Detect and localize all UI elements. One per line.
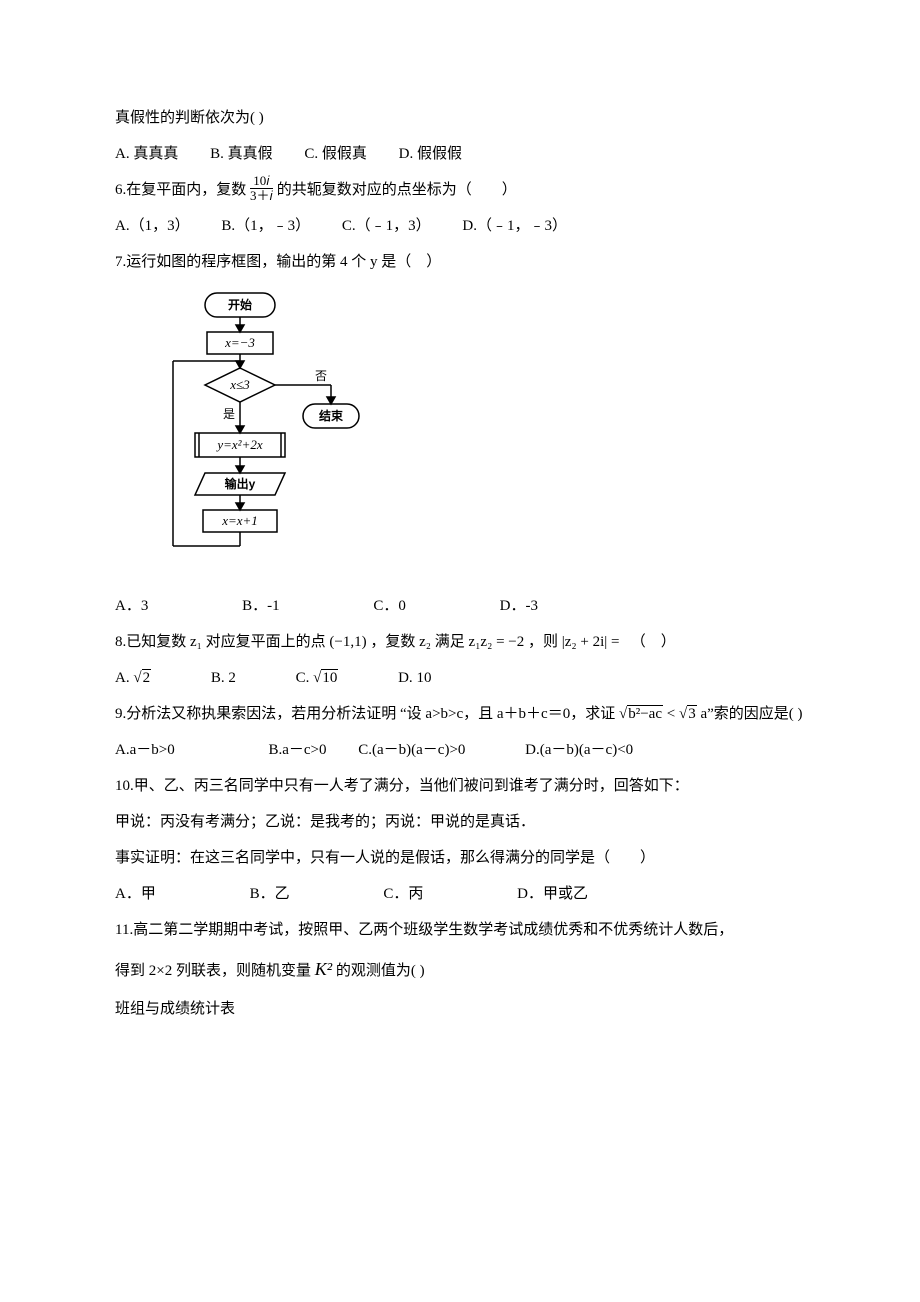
q7-opt-c: C．0 [373, 598, 406, 614]
q8-opt-a-sqrt: 2 [133, 660, 151, 696]
q9-stem: 9.分析法又称执果索因法，若用分析法证明 “设 a>b>c，且 a＋b＋c＝0，… [115, 696, 805, 732]
q8-b: 对应复平面上的点 [206, 634, 330, 650]
q10-stem3: 事实证明：在这三名同学中，只有一人说的是假话，那么得满分的同学是（ ） [115, 840, 805, 876]
flow-no: 否 [315, 369, 327, 383]
flow-init: x=−3 [224, 335, 255, 350]
q5-opt-d: D. 假假假 [399, 146, 462, 162]
q7-stem: 7.运行如图的程序框图，输出的第 4 个 y 是（ ） [115, 244, 805, 280]
flow-out: 输出y [225, 476, 256, 491]
q6-opt-b: B.（1，﹣3） [221, 218, 310, 234]
q5-options: A. 真真真 B. 真真假 C. 假假真 D. 假假假 [115, 136, 805, 172]
q5-opt-c: C. 假假真 [304, 146, 367, 162]
q7-options: A．3 B．-1 C．0 D．-3 [115, 588, 805, 624]
q11-stem3: 班组与成绩统计表 [115, 991, 805, 1027]
q6-options: A.（1，3） B.（1，﹣3） C.（﹣1，3） D.（﹣1，﹣3） [115, 208, 805, 244]
q9-opt-c: C.(a－b)(a－c)>0 [358, 742, 465, 758]
q8-pt: (−1,1) [329, 634, 366, 650]
q10-opt-c: C．丙 [383, 886, 423, 902]
q7-opt-a: A．3 [115, 598, 148, 614]
q9-a: 9.分析法又称执果索因法，若用分析法证明 “设 a>b>c，且 a＋b＋c＝0，… [115, 706, 619, 722]
q8-opt-a-pre: A. [115, 670, 130, 686]
q6-stem-pre: 6.在复平面内，复数 [115, 182, 250, 198]
q10-opt-a: A．甲 [115, 886, 156, 902]
q6-opt-c: C.（﹣1，3） [342, 218, 431, 234]
q8-opt-c-pre: C. [296, 670, 310, 686]
q6-frac-num: 10𝑖 [250, 174, 273, 188]
flow-start: 开始 [228, 297, 252, 312]
q10-stem1: 10.甲、乙、丙三名同学中只有一人考了满分，当他们被问到谁考了满分时，回答如下： [115, 768, 805, 804]
q8-e: ，则 [528, 634, 562, 650]
q8-f: （ ） [623, 634, 676, 650]
flow-yes: 是 [223, 407, 235, 421]
q9-sqrt1: b²−ac [619, 696, 663, 732]
q8-c: ，复数 [370, 634, 419, 650]
q8-opt-b-val: 2 [228, 670, 236, 686]
q7-opt-b: B．-1 [242, 598, 280, 614]
q5-opt-b: B. 真真假 [210, 146, 273, 162]
q6-opt-d: D.（﹣1，﹣3） [462, 218, 567, 234]
q11-k2: K² [315, 959, 332, 979]
q11-stem2: 得到 2×2 列联表，则随机变量 K² 的观测值为( ) [115, 948, 805, 991]
q9-opt-a: A.a－b>0 [115, 742, 175, 758]
q10-opt-b: B．乙 [250, 886, 290, 902]
q10-options: A．甲 B．乙 C．丙 D．甲或乙 [115, 876, 805, 912]
q9-opt-b: B.a－c>0 [268, 742, 326, 758]
q6-stem-post: 的共轭复数对应的点坐标为（ ） [277, 182, 517, 198]
q8-abs: |z₂ + 2i| = [562, 634, 620, 650]
q8-opt-b-pre: B. [211, 670, 225, 686]
q8-eq: z₁z₂ = −2 [469, 634, 525, 650]
q9-opt-d: D.(a－b)(a－c)<0 [525, 742, 633, 758]
q7-stem-text: 7.运行如图的程序框图，输出的第 4 个 y 是（ ） [115, 254, 441, 270]
flow-end: 结束 [319, 408, 344, 423]
q7-opt-d: D．-3 [500, 598, 538, 614]
q9-lt: < [667, 706, 679, 722]
q8-d: 满足 [435, 634, 469, 650]
q8-z1: z₁ [190, 634, 202, 650]
q11-stem2a: 得到 2×2 列联表，则随机变量 [115, 963, 315, 979]
flow-step: x=x+1 [221, 513, 258, 528]
flow-cond: x≤3 [229, 377, 250, 392]
q6-opt-a: A.（1，3） [115, 218, 190, 234]
q8-options: A. 2 B. 2 C. 10 D. 10 [115, 660, 805, 696]
q8-stem: 8.已知复数 z₁ 对应复平面上的点 (−1,1) ，复数 z₂ 满足 z₁z₂… [115, 624, 805, 660]
q6-frac-den: 3＋𝑖 [250, 188, 273, 203]
q9-b: a”索的因应是( ) [700, 706, 802, 722]
q9-sqrt2: 3 [679, 696, 697, 732]
q7-flowchart: 开始 x=−3 x≤3 否 是 y=x²+2x 输出y x=x+1 结束 [145, 288, 365, 588]
flow-calc: y=x²+2x [215, 437, 262, 452]
q8-a: 8.已知复数 [115, 634, 190, 650]
q10-stem2: 甲说：丙没有考满分；乙说：是我考的；丙说：甲说的是真话． [115, 804, 805, 840]
q6-stem: 6.在复平面内，复数 10𝑖 3＋𝑖 的共轭复数对应的点坐标为（ ） [115, 172, 805, 208]
q8-opt-d-pre: D. [398, 670, 413, 686]
q5-stem-tail: 真假性的判断依次为( ) [115, 100, 805, 136]
q8-opt-d-val: 10 [416, 670, 431, 686]
q8-z2: z₂ [419, 634, 431, 650]
q8-opt-c-sqrt: 10 [313, 660, 338, 696]
q6-fraction: 10𝑖 3＋𝑖 [250, 174, 273, 204]
q11-stem1: 11.高二第二学期期中考试，按照甲、乙两个班级学生数学考试成绩优秀和不优秀统计人… [115, 912, 805, 948]
q9-options: A.a－b>0 B.a－c>0 C.(a－b)(a－c)>0 D.(a－b)(a… [115, 732, 805, 768]
q11-stem2b: 的观测值为( ) [336, 963, 425, 979]
q5-opt-a: A. 真真真 [115, 146, 178, 162]
q10-opt-d: D．甲或乙 [517, 886, 588, 902]
